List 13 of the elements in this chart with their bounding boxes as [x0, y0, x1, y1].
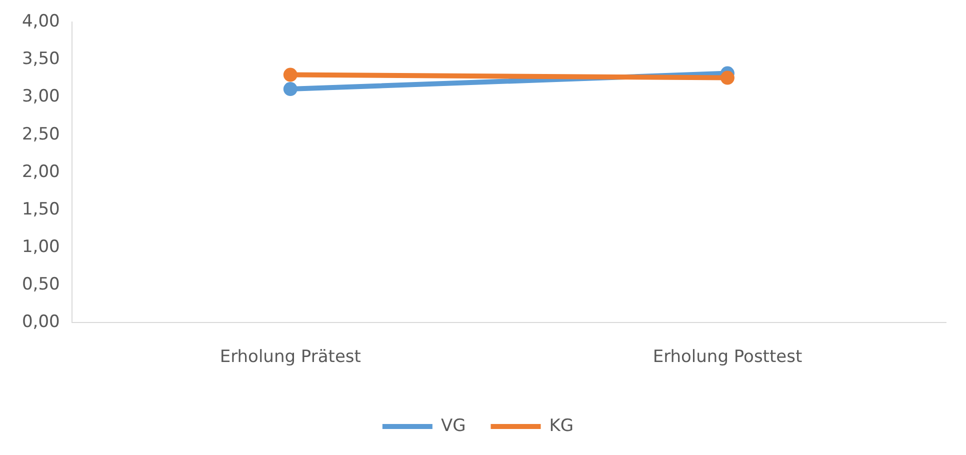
x-tick-label: Erholung Prätest: [220, 347, 362, 368]
y-tick-label: 3,00: [22, 86, 60, 107]
legend-label: KG: [549, 416, 574, 436]
y-tick-label: 2,50: [22, 124, 60, 144]
y-tick-label: 4,00: [22, 12, 60, 32]
y-tick-label: 1,00: [22, 236, 60, 257]
y-tick-label: 2,00: [22, 162, 60, 182]
y-tick-label: 0,00: [22, 312, 60, 332]
legend-label: VG: [440, 416, 466, 436]
y-tick-label: 0,50: [22, 274, 60, 294]
y-tick-label: 3,50: [22, 49, 60, 70]
x-tick-label: Erholung Posttest: [652, 347, 802, 368]
y-tick-label: 1,50: [22, 199, 60, 220]
